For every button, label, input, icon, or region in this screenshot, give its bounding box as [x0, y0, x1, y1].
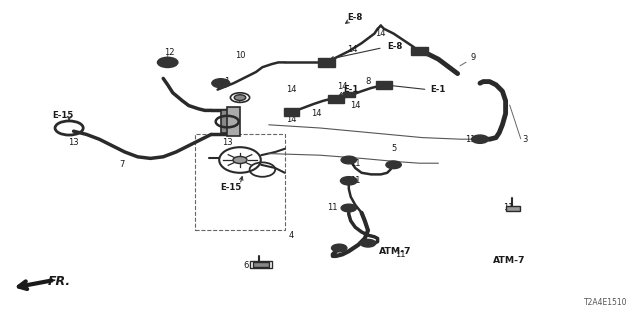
- Text: 2: 2: [237, 96, 243, 105]
- Text: 14: 14: [286, 116, 296, 124]
- Text: ATM-7: ATM-7: [380, 247, 412, 256]
- Text: 6: 6: [244, 261, 249, 270]
- Bar: [221, 110, 239, 133]
- Bar: [227, 107, 240, 136]
- Text: 9: 9: [471, 53, 476, 62]
- Circle shape: [340, 177, 357, 185]
- Text: FR.: FR.: [48, 275, 71, 288]
- Text: 11: 11: [328, 204, 338, 212]
- Text: 11: 11: [395, 250, 405, 259]
- Text: 13: 13: [68, 138, 79, 147]
- Bar: [318, 58, 335, 67]
- Text: E-15: E-15: [52, 111, 74, 120]
- Text: 1: 1: [225, 77, 230, 86]
- Text: 12: 12: [164, 48, 175, 57]
- Text: 14: 14: [376, 29, 386, 38]
- Circle shape: [212, 79, 230, 88]
- Circle shape: [386, 161, 401, 169]
- Bar: [250, 261, 272, 268]
- Text: 11: 11: [350, 159, 360, 168]
- Bar: [506, 206, 520, 211]
- Circle shape: [472, 135, 488, 143]
- Text: E-8: E-8: [387, 42, 403, 51]
- Text: 10: 10: [235, 52, 245, 60]
- Text: 11: 11: [504, 204, 514, 212]
- Text: 14: 14: [312, 109, 322, 118]
- Bar: [411, 47, 428, 55]
- Bar: [284, 108, 299, 116]
- Text: 7: 7: [119, 160, 124, 169]
- Circle shape: [234, 95, 246, 100]
- Text: 14: 14: [286, 85, 296, 94]
- Text: E-1: E-1: [431, 85, 446, 94]
- Text: 14: 14: [350, 101, 360, 110]
- Text: 14: 14: [337, 82, 348, 91]
- Text: 8: 8: [365, 77, 371, 86]
- Bar: [343, 92, 355, 97]
- Bar: [195, 134, 285, 230]
- Text: 13: 13: [222, 138, 232, 147]
- Text: ATM-7: ATM-7: [493, 256, 525, 265]
- Text: T2A4E1510: T2A4E1510: [584, 298, 627, 307]
- Circle shape: [157, 57, 178, 68]
- Text: E-8: E-8: [348, 13, 363, 22]
- Text: 11: 11: [465, 135, 476, 144]
- Text: E-1: E-1: [343, 85, 358, 94]
- Text: 11: 11: [350, 176, 360, 185]
- Circle shape: [360, 239, 376, 247]
- Bar: [376, 81, 392, 89]
- Text: 14: 14: [347, 45, 357, 54]
- Text: 5: 5: [391, 144, 396, 153]
- Circle shape: [341, 156, 356, 164]
- Bar: [253, 262, 269, 267]
- Circle shape: [341, 204, 356, 212]
- Circle shape: [332, 244, 347, 252]
- Text: 3: 3: [522, 135, 527, 144]
- Bar: [328, 95, 344, 103]
- Circle shape: [233, 156, 247, 164]
- Text: 4: 4: [289, 231, 294, 240]
- Text: E-15: E-15: [220, 183, 241, 192]
